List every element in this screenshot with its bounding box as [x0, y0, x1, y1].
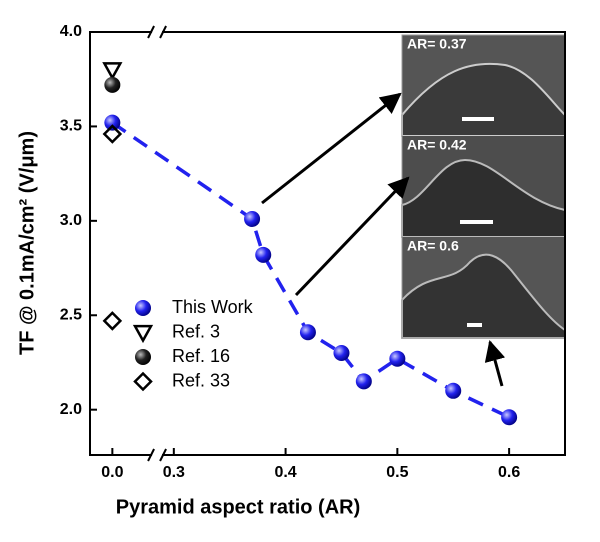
marker	[355, 373, 372, 390]
legend-marker	[133, 371, 153, 392]
legend-marker	[135, 349, 151, 365]
marker	[104, 114, 121, 131]
y-axis-label: TF @ 0.1mA/cm² (V/μm)	[16, 131, 38, 355]
inset-label: AR= 0.37	[407, 36, 467, 52]
x-axis-label: Pyramid aspect ratio (AR)	[116, 496, 361, 518]
axis-frame	[89, 31, 566, 456]
arrows	[261, 92, 506, 387]
legend-label: Ref. 3	[172, 321, 220, 341]
marker	[255, 246, 272, 263]
legend-label: Ref. 33	[172, 370, 230, 390]
y-tick-label: 4.0	[60, 23, 82, 40]
y-tick-label: 3.5	[60, 118, 82, 135]
marker	[389, 350, 406, 367]
marker	[333, 345, 350, 362]
x-tick-label: 0.4	[274, 464, 296, 481]
y-tick-label: 3.0	[60, 212, 82, 229]
x-tick-label: 0.0	[101, 464, 123, 481]
axis-break	[147, 448, 167, 462]
marker	[102, 62, 123, 81]
x-tick-label: 0.6	[498, 464, 520, 481]
legend-marker	[135, 300, 151, 316]
marker	[102, 311, 123, 331]
axis-break	[147, 25, 167, 39]
inset-label: AR= 0.6	[407, 238, 459, 254]
y-tick-label: 2.0	[60, 401, 82, 418]
marker	[445, 382, 462, 399]
legend-marker	[132, 324, 154, 344]
legend-label: This Work	[172, 297, 254, 317]
marker	[501, 409, 518, 426]
marker	[244, 210, 261, 227]
marker	[299, 324, 316, 341]
legend-label: Ref. 16	[172, 346, 230, 366]
inset-label: AR= 0.42	[407, 137, 467, 153]
series-line	[111, 121, 510, 419]
x-tick-label: 0.3	[163, 464, 185, 481]
inset-images	[401, 34, 566, 339]
marker	[104, 76, 121, 93]
marker	[102, 124, 123, 144]
x-tick-label: 0.5	[386, 464, 408, 481]
y-tick-label: 2.5	[60, 306, 82, 323]
